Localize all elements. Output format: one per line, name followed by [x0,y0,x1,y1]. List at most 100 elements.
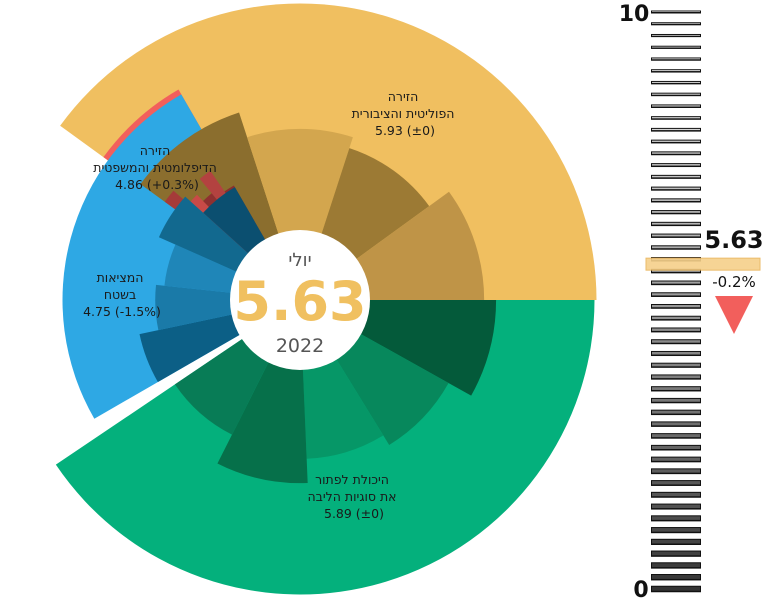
scale-tick-fill [652,234,700,237]
center-year-label: 2022 [276,335,324,357]
gauge-current-marker [645,257,761,271]
scale-tick [651,574,701,581]
gauge-change-label: -0.2% [712,273,756,291]
scale-tick [651,362,701,368]
scale-tick-fill [652,422,700,426]
scale-tick-fill [652,11,700,12]
scale-tick-fill [652,328,700,331]
segment-label-diplomatic-line2: הדיפלומטית והמשפטית [93,160,217,175]
scale-tick-fill [652,375,700,379]
scale-tick-fill [652,246,700,249]
scale-tick-fill [652,164,700,166]
scale-tick-fill [652,93,700,95]
scale-tick-fill [652,445,700,450]
scale-tick [651,491,701,498]
scale-tick-fill [652,175,700,178]
scale-tick [651,386,701,392]
scale-tick-fill [652,351,700,355]
center-disc [230,230,370,370]
scale-tick-fill [652,23,700,24]
segment-label-core-value: 5.89 (±0) [324,506,384,521]
scale-tick-fill [652,469,700,473]
scale-tick-fill [652,152,700,154]
segment-label-political: הזירה הפוליטית והציבורית 5.93 (±0) [352,89,459,138]
scale-tick [651,527,701,534]
scale-tick [651,421,701,427]
scale-tick [651,468,701,475]
scale-tick-fill [652,516,700,520]
scale-tick-fill [652,70,700,72]
scale-tick [651,503,701,510]
scale-tick-fill [652,481,700,485]
segment-label-field-line2: בשטח [104,287,136,302]
scale-tick-fill [652,563,700,568]
segment-label-diplomatic: הזירה הדיפלומטית והמשפטית 4.86 (+0.3%) [93,143,221,192]
segment-label-core: היכולת לפתור את סוגיות הליבה 5.89 (±0) [307,472,400,521]
scale-tick [651,456,701,463]
scale-tick-fill [652,363,700,367]
center-month-label: יולי [288,250,311,271]
scale-tick [651,433,701,439]
scale-tick-fill [652,539,700,544]
segment-label-diplomatic-value: 4.86 (+0.3%) [115,177,199,192]
segment-label-field: המציאות בשטח 4.75 (-1.5%) [83,270,161,319]
segment-label-field-value: 4.75 (-1.5%) [83,304,161,319]
scale-tick [651,550,701,557]
scale-tick-fill [652,58,700,60]
scale-tick-fill [652,492,700,497]
scale-tick-fill [652,281,700,284]
scale-tick-fill [652,528,700,532]
scale-tick-fill [652,398,700,402]
scale-min-label: 0 [633,578,648,600]
scale-tick [651,562,701,569]
scale-tick [651,409,701,416]
scale-tick-fill [652,340,700,343]
scale-tick [651,585,701,593]
scale-tick-fill [652,81,700,83]
scale-tick [651,397,701,404]
scale-tick-fill [652,34,700,36]
scale-tick-fill [652,434,700,438]
segment-label-field-line1: המציאות [97,270,144,285]
inner-wedge-field-2 [155,284,300,331]
segment-label-political-line1: הזירה [388,89,419,104]
scale-tick-fill [652,105,700,107]
scale-tick [651,515,701,522]
center-value-label: 5.63 [233,270,366,333]
scale-tick-fill [652,222,700,225]
scale-tick [651,444,701,451]
scale-tick-fill [652,551,700,556]
segment-label-diplomatic-line1: הזירה [140,143,171,158]
scale-tick-fill [652,128,700,131]
scale-tick-fill [652,46,700,48]
scale-tick-fill [652,504,700,509]
scale-tick-fill [652,269,700,272]
scale-tick-fill [652,457,700,461]
scale-tick-fill [652,387,700,390]
segment-label-political-line2: הפוליטית והציבורית [352,106,455,121]
segment-label-core-line2: את סוגיות הליבה [307,489,396,504]
scale-tick [651,538,701,546]
scale-tick [651,480,701,486]
scale-tick-fill [652,211,700,213]
scale-tick-fill [652,117,700,119]
scale-tick-fill [652,187,700,190]
scale-tick-fill [652,575,700,579]
scale-max-label: 10 [619,2,650,27]
scale-tick-fill [652,410,700,414]
scale-tick-fill [652,304,700,308]
score-gauge [651,10,701,593]
scale-tick-fill [652,140,700,142]
gauge-value-label: 5.63 [704,226,763,254]
inner-wedge-political-2 [247,128,353,300]
scale-tick-fill [652,293,700,296]
scale-tick-fill [652,586,700,591]
scale-tick-fill [652,316,700,320]
segment-label-core-line1: היכולת לפתור [315,472,389,487]
segment-label-political-value: 5.93 (±0) [375,123,435,138]
scale-tick [651,374,701,380]
scale-tick-fill [652,199,700,201]
scale-tick [651,350,701,357]
